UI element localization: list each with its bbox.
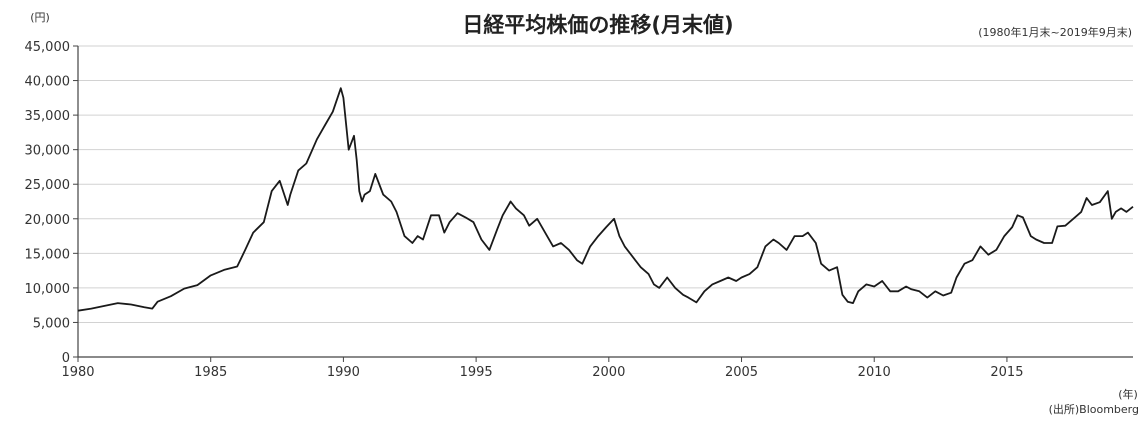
- series-line-nikkei: [77, 87, 1134, 312]
- y-tick-label: 10,000: [25, 282, 71, 297]
- y-tick-label: 30,000: [25, 144, 71, 159]
- y-unit-label: (円): [30, 11, 50, 24]
- x-tick-label: 2015: [990, 365, 1023, 380]
- x-tick-label: 1985: [194, 365, 227, 380]
- x-tick-label: 2010: [858, 365, 891, 380]
- y-tick-label: 20,000: [25, 213, 71, 228]
- y-tick-label: 35,000: [25, 109, 71, 124]
- x-tick-label: 1990: [327, 365, 360, 380]
- chart-title: 日経平均株価の推移(月末値): [462, 13, 733, 37]
- y-tick-label: 25,000: [25, 178, 71, 193]
- x-tick-label: 1995: [460, 365, 493, 380]
- y-tick-labels: 0 5,000 10,000 15,000 20,000 25,000 30,000 35,0…: [25, 40, 71, 366]
- period-note: (1980年1月末~2019年9月末): [978, 25, 1132, 39]
- x-tick-label: 2005: [725, 365, 758, 380]
- y-tick-label: 45,000: [25, 40, 71, 55]
- y-tick-label: 5,000: [33, 316, 70, 331]
- y-tick-label: 40,000: [25, 75, 71, 90]
- x-unit-label: (年): [1118, 387, 1138, 401]
- y-tick-label: 15,000: [25, 247, 71, 262]
- source-note: (出所)Bloomberg: [1049, 402, 1139, 416]
- axes: [73, 45, 1133, 362]
- x-tick-label: 1980: [61, 365, 94, 380]
- x-tick-labels: 1980 1985 1990 1995 2000 2005 2010 2015: [61, 365, 1023, 380]
- grid-lines: [78, 45, 1133, 323]
- y-tick-label: 0: [62, 351, 70, 366]
- x-tick-label: 2000: [592, 365, 625, 380]
